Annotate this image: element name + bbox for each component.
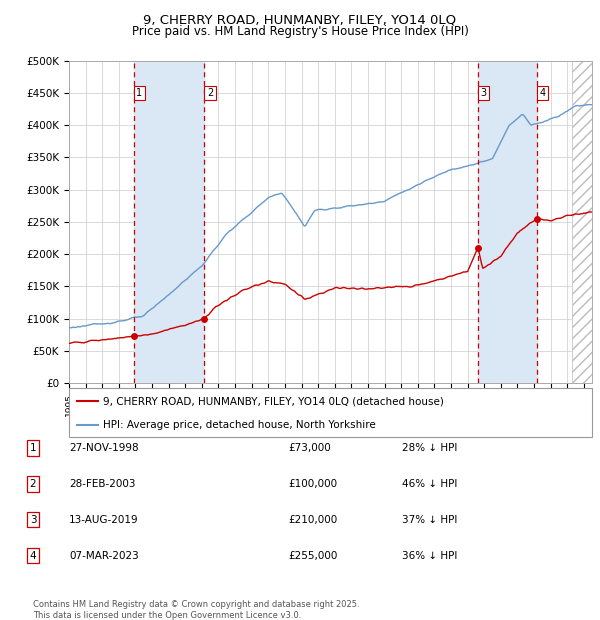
- Text: 36% ↓ HPI: 36% ↓ HPI: [402, 551, 457, 560]
- Text: 2: 2: [29, 479, 37, 489]
- Text: 27-NOV-1998: 27-NOV-1998: [69, 443, 139, 453]
- Bar: [134, 61, 205, 383]
- Text: 4: 4: [29, 551, 37, 560]
- FancyBboxPatch shape: [69, 388, 592, 437]
- Text: 13-AUG-2019: 13-AUG-2019: [69, 515, 139, 525]
- Text: 37% ↓ HPI: 37% ↓ HPI: [402, 515, 457, 525]
- Text: £100,000: £100,000: [288, 479, 337, 489]
- Text: 46% ↓ HPI: 46% ↓ HPI: [402, 479, 457, 489]
- Text: Price paid vs. HM Land Registry's House Price Index (HPI): Price paid vs. HM Land Registry's House …: [131, 25, 469, 38]
- Text: £255,000: £255,000: [288, 551, 337, 560]
- Text: 3: 3: [29, 515, 37, 525]
- Text: £73,000: £73,000: [288, 443, 331, 453]
- Text: Contains HM Land Registry data © Crown copyright and database right 2025.
This d: Contains HM Land Registry data © Crown c…: [33, 600, 359, 619]
- Text: 3: 3: [481, 88, 487, 98]
- Text: 2: 2: [207, 88, 213, 98]
- Text: 1: 1: [29, 443, 37, 453]
- Text: 07-MAR-2023: 07-MAR-2023: [69, 551, 139, 560]
- Text: 28-FEB-2003: 28-FEB-2003: [69, 479, 136, 489]
- Text: 9, CHERRY ROAD, HUNMANBY, FILEY, YO14 0LQ: 9, CHERRY ROAD, HUNMANBY, FILEY, YO14 0L…: [143, 14, 457, 27]
- Text: £210,000: £210,000: [288, 515, 337, 525]
- Text: 9, CHERRY ROAD, HUNMANBY, FILEY, YO14 0LQ (detached house): 9, CHERRY ROAD, HUNMANBY, FILEY, YO14 0L…: [103, 396, 444, 406]
- Text: 1: 1: [136, 88, 142, 98]
- Bar: [478, 61, 537, 383]
- Text: 4: 4: [539, 88, 545, 98]
- Text: HPI: Average price, detached house, North Yorkshire: HPI: Average price, detached house, Nort…: [103, 420, 376, 430]
- Text: 28% ↓ HPI: 28% ↓ HPI: [402, 443, 457, 453]
